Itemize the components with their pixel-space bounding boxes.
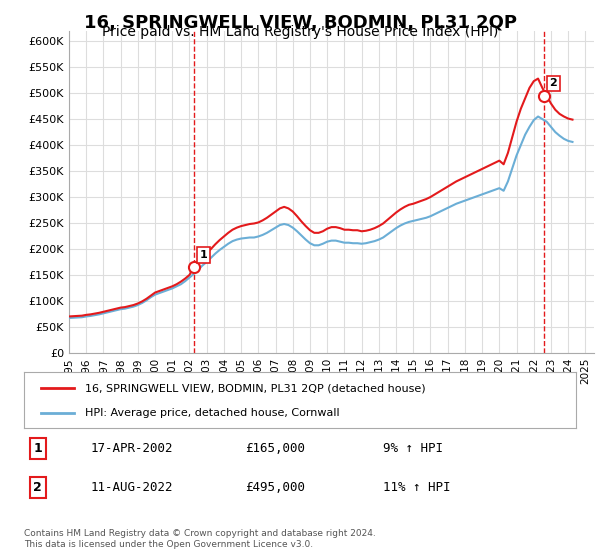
Text: 16, SPRINGWELL VIEW, BODMIN, PL31 2QP (detached house): 16, SPRINGWELL VIEW, BODMIN, PL31 2QP (d… xyxy=(85,383,425,393)
Text: 1: 1 xyxy=(200,250,208,260)
Text: 2: 2 xyxy=(550,78,557,88)
Text: Price paid vs. HM Land Registry's House Price Index (HPI): Price paid vs. HM Land Registry's House … xyxy=(102,25,498,39)
Text: £495,000: £495,000 xyxy=(245,481,305,494)
Text: 11% ↑ HPI: 11% ↑ HPI xyxy=(383,481,450,494)
Text: 9% ↑ HPI: 9% ↑ HPI xyxy=(383,442,443,455)
Text: Contains HM Land Registry data © Crown copyright and database right 2024.
This d: Contains HM Land Registry data © Crown c… xyxy=(24,529,376,549)
Text: 17-APR-2002: 17-APR-2002 xyxy=(90,442,173,455)
Text: £165,000: £165,000 xyxy=(245,442,305,455)
Text: 11-AUG-2022: 11-AUG-2022 xyxy=(90,481,173,494)
Text: 1: 1 xyxy=(34,442,42,455)
Text: 2: 2 xyxy=(34,481,42,494)
Text: HPI: Average price, detached house, Cornwall: HPI: Average price, detached house, Corn… xyxy=(85,408,340,418)
Text: 16, SPRINGWELL VIEW, BODMIN, PL31 2QP: 16, SPRINGWELL VIEW, BODMIN, PL31 2QP xyxy=(83,14,517,32)
